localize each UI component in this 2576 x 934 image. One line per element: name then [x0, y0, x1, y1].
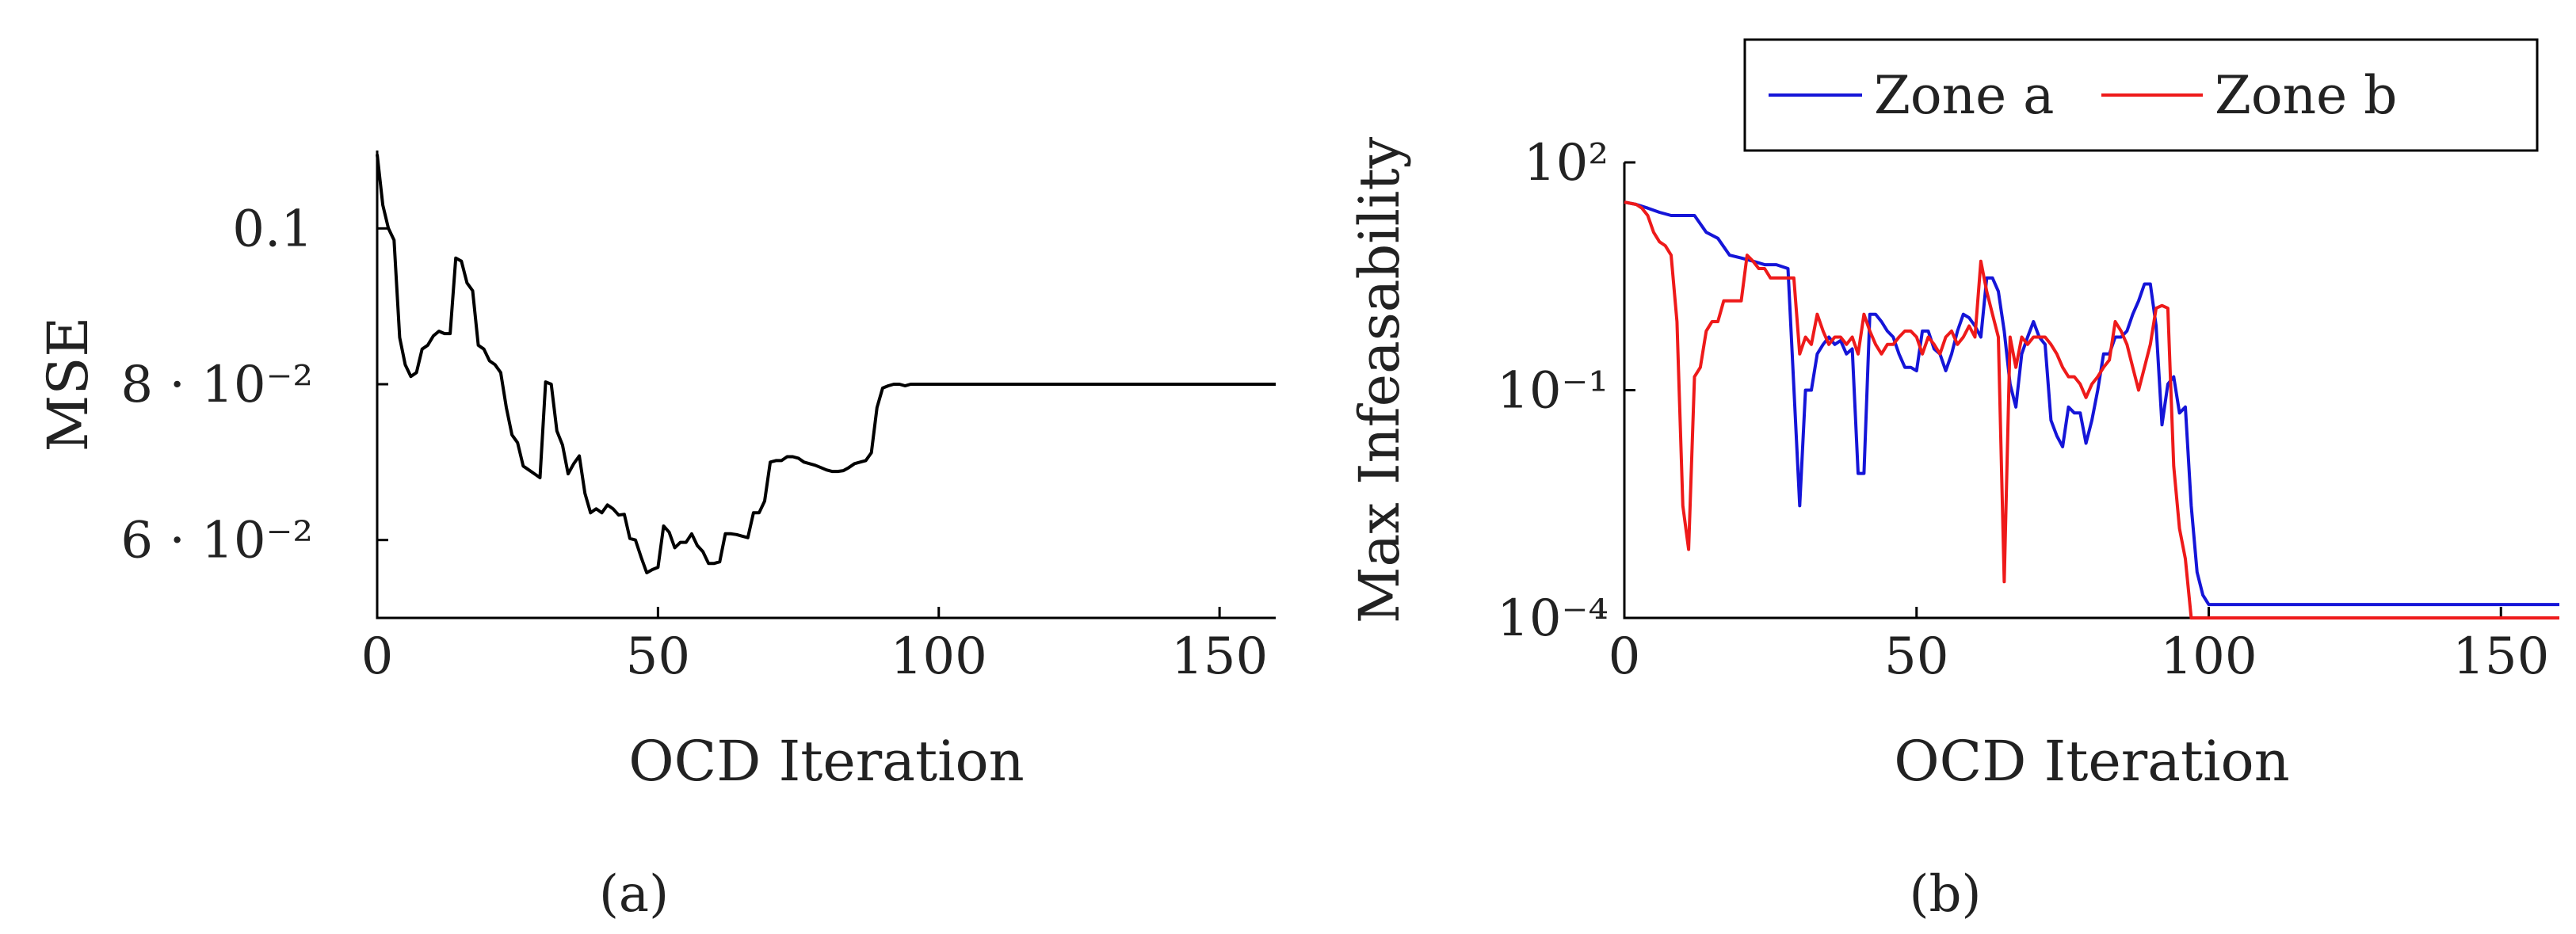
panel-b-xtick-label-3: 150	[2452, 627, 2549, 686]
panel-b-axes	[1623, 162, 2559, 619]
panel-b-ytick-label-0: 10⁻⁴	[1497, 589, 1609, 648]
panel-a-series	[376, 154, 1276, 574]
panel-b-x-ticks: 0 50 100 150	[1609, 607, 2549, 686]
panel-b-y-ticks: 10⁻⁴ 10⁻¹ 10²	[1497, 134, 1635, 648]
panel-a-ytick-label-0: 6 · 10⁻²	[120, 512, 313, 570]
panel-b-xtick-label-2: 100	[2160, 627, 2257, 686]
panel-b-series	[1624, 200, 2559, 619]
panel-a-xtick-label-2: 100	[891, 627, 987, 686]
panel-b-xtick-label-0: 0	[1609, 627, 1641, 686]
panel-b-ytick-label-1: 10⁻¹	[1497, 362, 1609, 421]
panel-b-xtick-label-1: 50	[1884, 627, 1948, 686]
legend-label-zone-b: Zone b	[2215, 65, 2397, 126]
panel-b-series-line-zone-a	[1624, 200, 2559, 607]
legend-label-zone-a: Zone a	[1874, 65, 2055, 126]
panel-a-xtick-label-1: 50	[626, 627, 690, 686]
panel-a-series-line-mse	[376, 154, 1276, 574]
panel-a-xtick-label-0: 0	[361, 627, 394, 686]
panel-a-ylabel: MSE	[36, 317, 101, 452]
panel-a-y-ticks: 6 · 10⁻² 8 · 10⁻² 0.1	[120, 200, 388, 570]
panel-a-ytick-label-1: 8 · 10⁻²	[120, 356, 313, 414]
panel-a-ytick-label-2: 0.1	[232, 200, 313, 258]
panel-b-caption: (b)	[1910, 865, 1982, 924]
panel-a-xtick-label-3: 150	[1171, 627, 1268, 686]
panel-b: 0 50 100 150 10⁻⁴ 10⁻¹ 10² OCD Iteration Max …	[1347, 38, 2559, 924]
panel-b-xlabel: OCD Iteration	[1894, 729, 2289, 794]
panel-a-caption: (a)	[599, 865, 669, 924]
legend: Zone a Zone b	[1743, 38, 2539, 152]
panel-b-ylabel: Max Infeasability	[1347, 136, 1412, 623]
panel-b-series-line-zone-b	[1624, 200, 2559, 619]
panel-a: 0 50 100 150 6 · 10⁻² 8 · 10⁻² 0.1 OCD Iterat…	[36, 151, 1276, 924]
panel-b-ytick-label-2: 10²	[1524, 134, 1609, 193]
panel-a-xlabel: OCD Iteration	[628, 729, 1024, 794]
panel-a-x-ticks: 0 50 100 150	[361, 607, 1268, 686]
